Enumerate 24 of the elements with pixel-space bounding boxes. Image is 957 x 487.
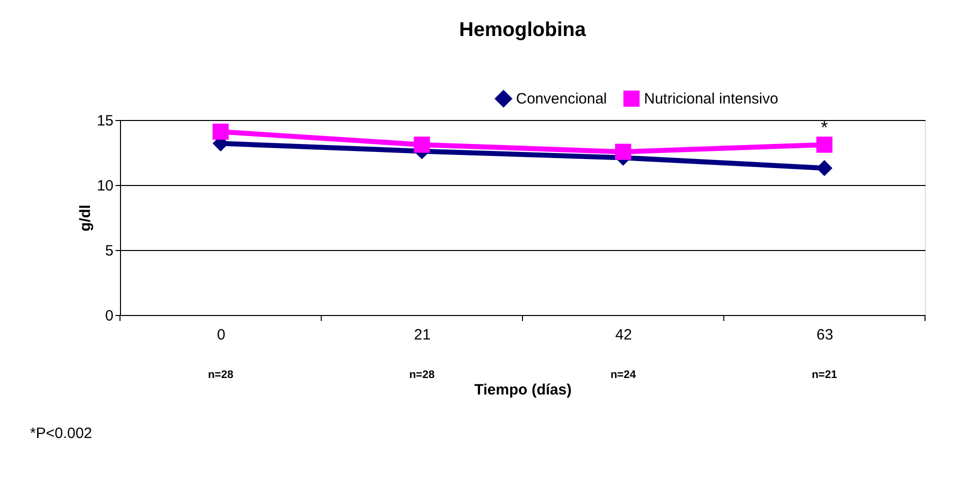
point [212, 124, 229, 140]
y-axis-title: g/dl [76, 204, 94, 232]
text: n=24 [610, 369, 637, 381]
x-tick-label: 21 [414, 326, 431, 344]
x-axis-title: Tiempo (días) [474, 382, 572, 398]
legend-label: Convencional [516, 90, 607, 108]
y-tick-label: 0 [105, 308, 114, 324]
text: n=21 [812, 369, 838, 381]
legend-label: Nutricional intensivo [644, 90, 778, 108]
point [816, 136, 832, 153]
point [816, 160, 832, 176]
x-tick-label: 63 [816, 326, 834, 344]
y-tick-label: 10 [96, 178, 114, 194]
text: n=28 [409, 369, 435, 381]
text: n=28 [208, 369, 234, 381]
text: *P<0.002 [30, 425, 92, 442]
point [615, 144, 632, 160]
x-tick-label: 0 [216, 326, 226, 344]
x-tick-label: 42 [615, 326, 632, 344]
point [414, 136, 430, 153]
annotation: * [820, 118, 828, 138]
y-tick-label: 5 [105, 242, 114, 260]
chart-title: Hemoglobina [459, 19, 587, 41]
y-tick-label: 15 [96, 112, 114, 130]
